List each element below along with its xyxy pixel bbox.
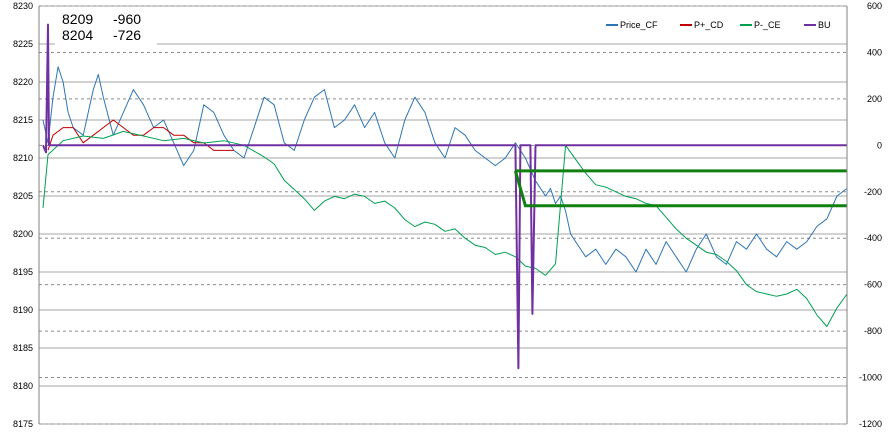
y-tick-label: 8225 [13,39,33,49]
y-tick-label: 8175 [13,419,33,429]
legend-label: P+_CD [694,20,724,30]
y2-tick-label: 0 [877,140,882,150]
annotation-price: 8209 [62,11,93,27]
y-tick-label: 8215 [13,115,33,125]
annotation-box: 8209 -960 8204 -726 [55,9,157,45]
annotation-delta: -960 [113,11,141,27]
y-tick-label: 8180 [13,381,33,391]
y-tick-label: 8210 [13,153,33,163]
annotation-backdrop [55,9,157,45]
grid [39,5,847,425]
left-axis-ticks: 8230 8225 8220 8215 8210 8205 8200 8195 8190 8185… [13,1,33,429]
series-line-price-cf [42,66,848,273]
y2-tick-label: -1200 [859,419,882,429]
y-tick-label: 8190 [13,305,33,315]
annotation-delta: -726 [113,27,141,43]
y-tick-label: 8230 [13,1,33,11]
y-tick-label: 8195 [13,267,33,277]
legend-label: BU [818,20,831,30]
series-layer [42,23,848,370]
reference-line [513,170,847,208]
legend-label: P-_CE [754,20,781,30]
y2-tick-label: 200 [867,94,882,104]
y-tick-label: 8220 [13,77,33,87]
annotation-price: 8204 [62,27,93,43]
y2-tick-label: 600 [867,1,882,11]
y-tick-label: 8205 [13,191,33,201]
y2-tick-label: 400 [867,47,882,57]
series-line-p-ce [42,130,848,327]
y2-tick-label: -600 [864,280,882,290]
y2-tick-label: -800 [864,326,882,336]
y2-tick-label: -400 [864,233,882,243]
y2-tick-label: -1000 [859,373,882,383]
legend-label: Price_CF [620,20,658,30]
legend: Price_CF P+_CD P-_CE BU [606,20,831,30]
y-tick-label: 8185 [13,343,33,353]
series-line-bu [42,23,847,370]
reference-lines [513,169,847,208]
y-tick-label: 8200 [13,229,33,239]
y2-tick-label: -200 [864,187,882,197]
right-axis-ticks: 600 400 200 0 -200 -400 -600 -800 -1000 -1200 [859,1,882,429]
